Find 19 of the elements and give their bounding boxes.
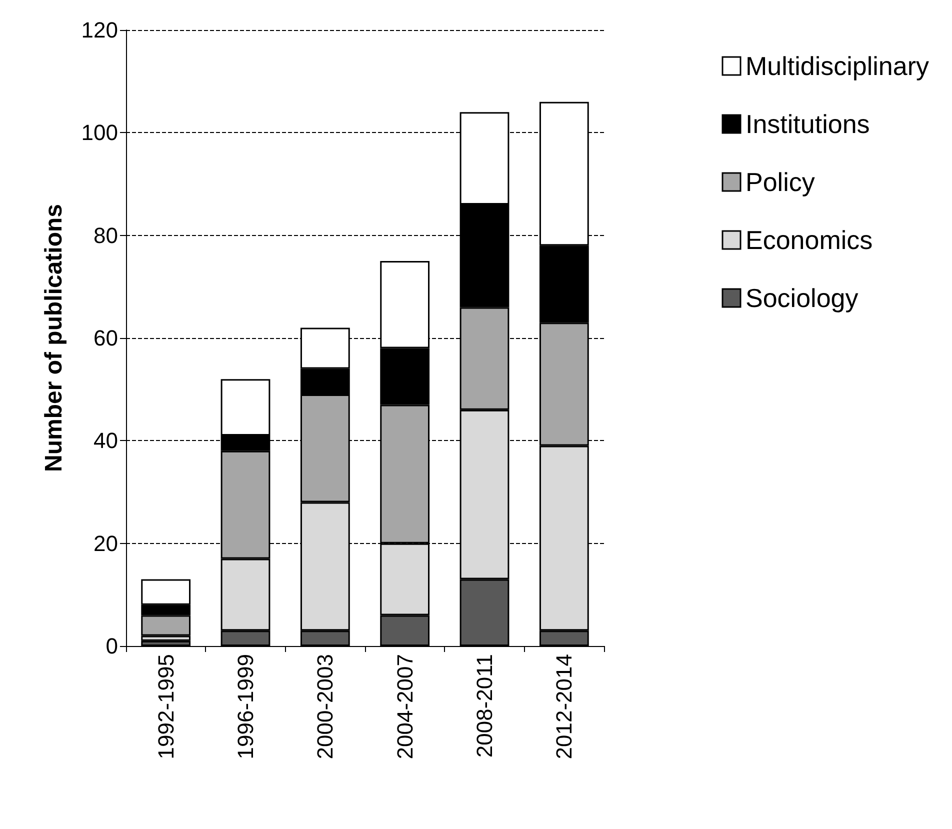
y-tick-label: 40 [94, 428, 118, 454]
legend-label: Economics [746, 225, 873, 255]
x-tick-label: 2000-2003 [312, 654, 338, 760]
y-tick-label: 100 [81, 120, 118, 146]
x-tick-label: 1996-1999 [233, 654, 258, 760]
y-tick-label: 20 [94, 530, 118, 556]
legend-label: Policy [746, 167, 815, 197]
y-tick-label: 60 [94, 326, 118, 350]
x-tick-label: 1992-1995 [153, 654, 178, 760]
legend-label: Multidisciplinary [746, 51, 929, 81]
y-tick-label: 0 [106, 634, 118, 658]
x-tick-label: 2008-2011 [472, 654, 497, 758]
y-tick-label: 120 [81, 18, 118, 42]
y-tick-label: 80 [94, 222, 118, 248]
x-tick-label: 2012-2014 [552, 654, 577, 760]
y-axis-title: Number of publications [40, 204, 68, 472]
x-tick-label: 2004-2007 [392, 654, 418, 760]
legend-label: Institutions [746, 109, 870, 139]
legend-label: Sociology [746, 283, 858, 313]
